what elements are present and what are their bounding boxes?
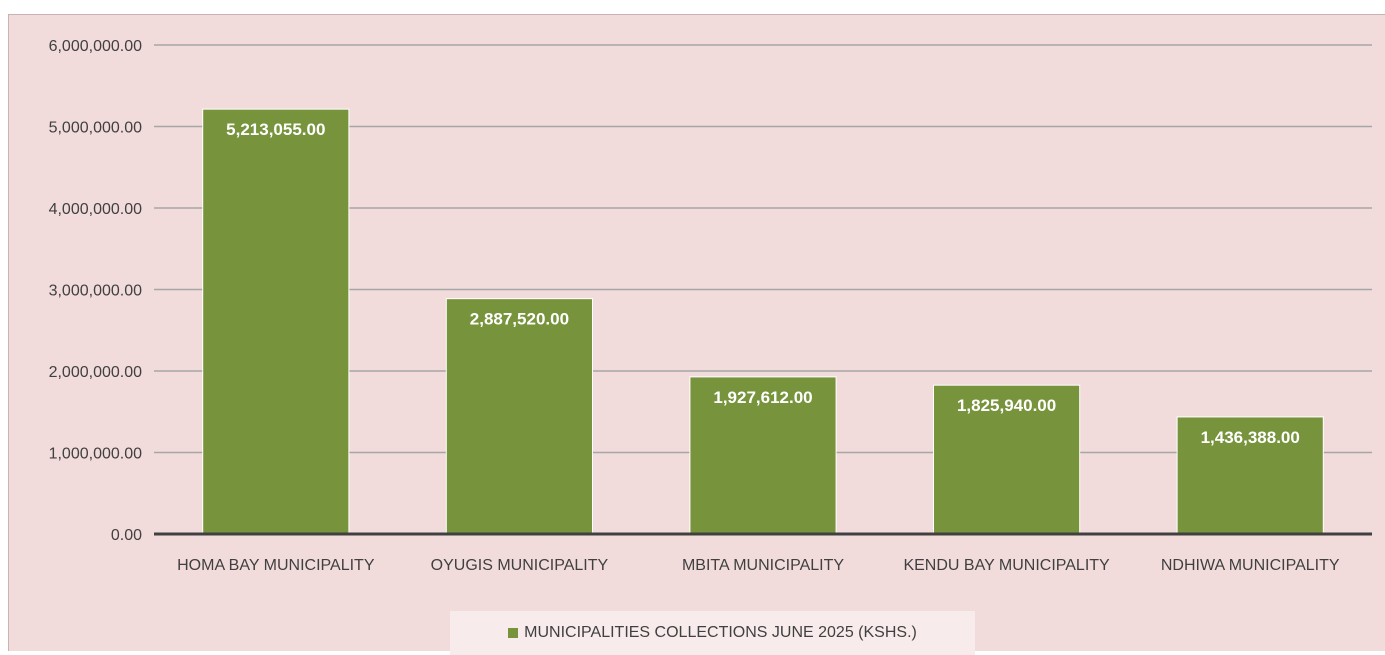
data-label: 1,825,940.00 — [957, 396, 1056, 415]
bar — [1176, 416, 1324, 535]
legend-swatch — [508, 628, 519, 638]
x-tick-label: NDHIWA MUNICIPALITY — [1161, 557, 1340, 574]
chart-area: 0.00 1,000,000.00 2,000,000.00 3,000,000.00… — [8, 14, 1385, 655]
y-tick-label: 5,000,000.00 — [49, 120, 143, 137]
x-tick-label: OYUGIS MUNICIPALITY — [431, 557, 609, 574]
x-tick-label: KENDU BAY MUNICIPALITY — [903, 557, 1110, 574]
y-tick-label: 6,000,000.00 — [49, 38, 143, 55]
x-tick-label: MBITA MUNICIPALITY — [682, 557, 844, 574]
data-label: 5,213,055.00 — [226, 120, 325, 139]
y-tick-label: 3,000,000.00 — [49, 283, 143, 300]
data-label: 1,436,388.00 — [1201, 428, 1300, 447]
x-tick-label: HOMA BAY MUNICIPALITY — [177, 557, 375, 574]
data-label: 1,927,612.00 — [713, 388, 812, 407]
y-tick-label: 0.00 — [111, 527, 142, 544]
bar — [933, 384, 1081, 535]
y-tick-label: 4,000,000.00 — [49, 201, 143, 218]
y-tick-label: 2,000,000.00 — [49, 364, 143, 381]
bar — [202, 108, 350, 535]
legend-label: MUNICIPALITIES COLLECTIONS JUNE 2025 (KS… — [524, 624, 917, 641]
y-tick-label: 1,000,000.00 — [49, 446, 143, 463]
bar-chart: 0.00 1,000,000.00 2,000,000.00 3,000,000.00… — [49, 38, 1372, 574]
data-label: 2,887,520.00 — [470, 310, 569, 329]
bar — [445, 298, 593, 535]
legend: MUNICIPALITIES COLLECTIONS JUNE 2025 (KS… — [450, 611, 975, 655]
